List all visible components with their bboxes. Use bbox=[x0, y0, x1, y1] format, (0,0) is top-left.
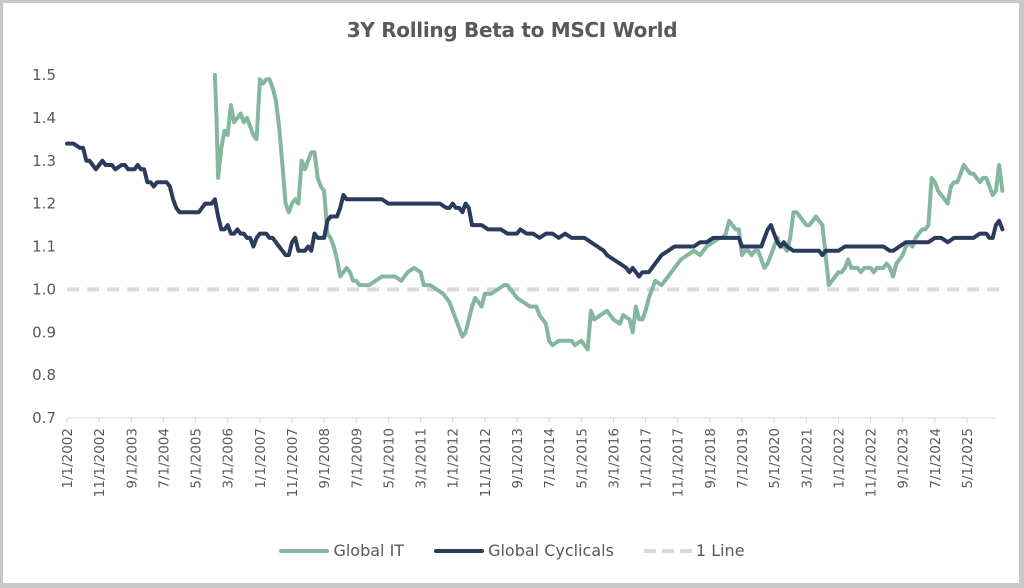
series-line-global-it bbox=[212, 73, 1005, 352]
legend-item-global-cyclicals: Global Cyclicals bbox=[434, 541, 614, 560]
x-tick-label: 7/1/2004 bbox=[156, 428, 172, 489]
y-tick-label: 1.3 bbox=[32, 152, 56, 170]
x-tick-label: 9/1/2023 bbox=[896, 428, 912, 489]
x-tick-label: 7/1/2019 bbox=[735, 428, 751, 489]
legend-label-global-cyclicals: Global Cyclicals bbox=[488, 541, 614, 560]
x-tick-label: 5/1/2015 bbox=[574, 428, 590, 489]
x-tick-label: 1/1/2017 bbox=[639, 428, 655, 489]
x-tick-label: 11/1/2002 bbox=[92, 428, 108, 497]
y-tick-label: 1.1 bbox=[32, 238, 56, 256]
legend-item-1-line: 1 Line bbox=[643, 541, 745, 560]
x-tick-label: 1/1/2007 bbox=[253, 428, 269, 489]
series-line-global-cyclicals bbox=[65, 141, 1005, 279]
legend-label-global-it: Global IT bbox=[333, 541, 405, 560]
x-tick-label: 9/1/2008 bbox=[317, 428, 333, 489]
x-tick-label: 11/1/2012 bbox=[478, 428, 494, 497]
x-tick-label: 7/1/2014 bbox=[542, 428, 558, 489]
x-tick-label: 9/1/2018 bbox=[703, 428, 719, 489]
y-tick-label: 1.4 bbox=[32, 109, 56, 127]
x-tick-label: 1/1/2022 bbox=[831, 428, 847, 489]
y-tick-label: 1.5 bbox=[32, 66, 56, 84]
y-tick-label: 0.7 bbox=[32, 409, 56, 427]
x-tick-label: 1/1/2012 bbox=[446, 428, 462, 489]
y-tick-label: 1.2 bbox=[32, 195, 56, 213]
x-tick-label: 3/1/2011 bbox=[414, 428, 430, 489]
y-tick-label: 0.9 bbox=[32, 323, 56, 341]
x-tick-label: 5/1/2010 bbox=[381, 428, 397, 489]
x-tick-label: 7/1/2009 bbox=[349, 428, 365, 489]
x-tick-label: 11/1/2007 bbox=[285, 428, 301, 497]
chart-title: 3Y Rolling Beta to MSCI World bbox=[346, 18, 678, 42]
x-tick-label: 7/1/2024 bbox=[928, 428, 944, 489]
x-tick-label: 1/1/2002 bbox=[60, 428, 76, 489]
legend-item-global-it: Global IT bbox=[279, 541, 404, 560]
x-tick-label: 5/1/2005 bbox=[189, 428, 205, 489]
x-tick-label: 9/1/2013 bbox=[510, 428, 526, 489]
y-tick-label: 1.0 bbox=[32, 280, 56, 298]
x-tick-label: 11/1/2017 bbox=[671, 428, 687, 497]
x-tick-label: 11/1/2022 bbox=[864, 428, 880, 497]
x-tick-label: 9/1/2003 bbox=[124, 428, 140, 489]
series-group bbox=[65, 73, 1005, 352]
legend-label-1-line: 1 Line bbox=[695, 541, 745, 560]
y-axis: 0.7 0.8 0.9 1.0 1.1 1.2 1.3 1.4 1.5 bbox=[32, 66, 56, 427]
x-tick-label: 3/1/2016 bbox=[606, 428, 622, 489]
x-tick-label: 5/1/2025 bbox=[960, 428, 976, 489]
x-tick-label: 3/1/2021 bbox=[799, 428, 815, 489]
x-axis: 1/1/2002 11/1/2002 9/1/2003 7/1/2004 5/1/200… bbox=[60, 417, 996, 497]
x-tick-label: 3/1/2006 bbox=[221, 428, 237, 489]
legend: Global IT Global Cyclicals 1 Line bbox=[0, 541, 1024, 560]
legend-swatch-1-line bbox=[643, 548, 692, 553]
x-tick-label: 5/1/2020 bbox=[767, 428, 783, 489]
legend-swatch-global-it bbox=[279, 548, 330, 553]
legend-swatch-global-cyclicals bbox=[434, 548, 485, 553]
y-tick-label: 0.8 bbox=[32, 366, 56, 384]
